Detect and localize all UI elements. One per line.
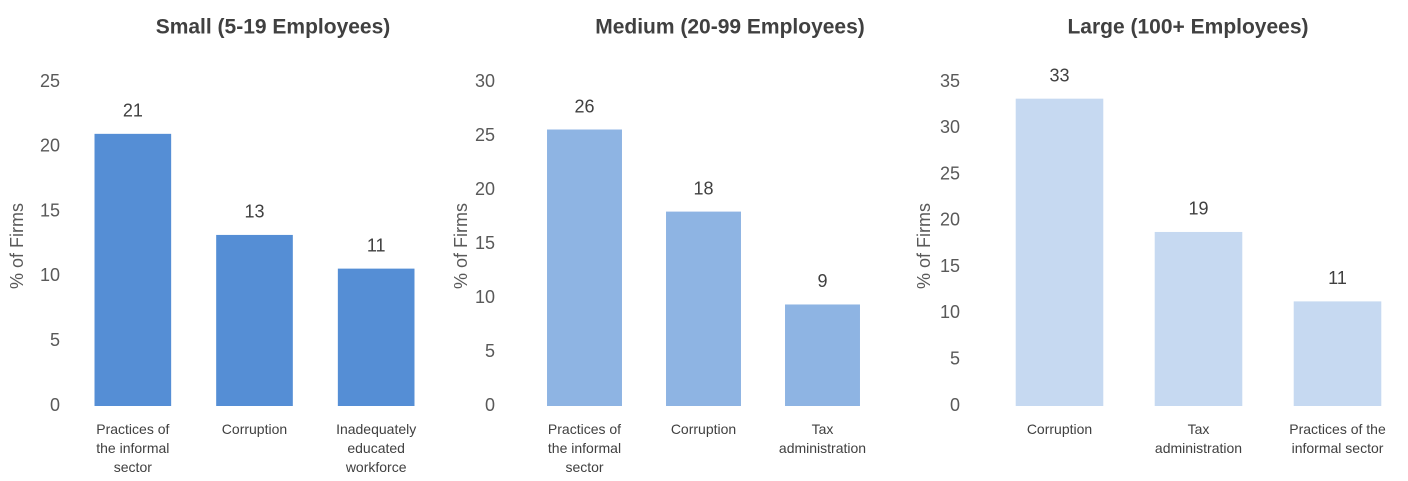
chart: Medium (20-99 Employees) % of Firms 0 5 10 15…	[451, 16, 867, 475]
y-tick-label: 25	[940, 163, 960, 183]
y-tick-label: 15	[940, 256, 960, 276]
x-tick-label: Practices of the informal sector	[96, 421, 170, 475]
y-tick-label: 0	[485, 395, 495, 415]
data-label: 33	[1049, 65, 1069, 85]
y-tick-label: 15	[475, 233, 495, 253]
bar	[94, 133, 172, 406]
data-label: 18	[693, 178, 713, 198]
x-tick-label: Corruption	[221, 421, 288, 437]
bar	[216, 234, 293, 406]
x-tick-label: Tax administration	[1154, 421, 1243, 456]
data-label: 19	[1188, 199, 1208, 219]
bar	[1154, 231, 1243, 406]
bar	[547, 129, 622, 406]
bar	[666, 211, 741, 406]
data-label: 9	[817, 271, 827, 291]
x-tick-label: Inadequately educated workforce	[336, 421, 417, 475]
y-axis-label: % of Firms	[451, 203, 471, 289]
y-tick-label: 25	[475, 125, 495, 145]
chart: Large (100+ Employees) % of Firms 0 5 10 15 20…	[914, 16, 1386, 456]
y-tick-label: 0	[950, 395, 960, 415]
x-tick-label: Practices of the informal sector	[1289, 421, 1386, 456]
data-label: 21	[123, 101, 143, 121]
data-label: 11	[367, 235, 386, 255]
y-tick-label: 35	[940, 71, 960, 91]
y-tick-label: 15	[40, 200, 60, 220]
y-tick-label: 5	[950, 348, 960, 368]
bar	[1015, 98, 1104, 407]
chart-title: Small (5-19 Employees)	[156, 16, 391, 39]
chart-title: Large (100+ Employees)	[1067, 16, 1308, 39]
y-tick-label: 5	[485, 341, 495, 361]
x-tick-label-box: Corruption	[1026, 421, 1093, 437]
y-tick-label: 20	[940, 210, 960, 230]
data-label: 11	[1328, 268, 1347, 288]
x-tick-label: Corruption	[1026, 421, 1093, 437]
y-tick-label: 10	[940, 302, 960, 322]
bar	[337, 268, 415, 406]
y-tick-label: 5	[50, 330, 60, 350]
x-tick-label-box: Inadequately educated workforce	[336, 421, 417, 475]
chart: Small (5-19 Employees) % of Firms 0 5 10 15 20…	[7, 16, 417, 475]
y-axis-label: % of Firms	[914, 203, 934, 289]
y-tick-label: 0	[50, 395, 60, 415]
y-tick-label: 20	[475, 179, 495, 199]
bar	[785, 304, 860, 406]
x-tick-label-box: Practices of the informal sector	[1289, 421, 1386, 456]
data-label: 26	[574, 96, 594, 116]
y-tick-label: 30	[475, 71, 495, 91]
y-tick-label: 25	[40, 71, 60, 91]
y-tick-label: 10	[475, 287, 495, 307]
bar	[1293, 301, 1382, 406]
x-tick-label-box: Tax administration	[1154, 421, 1243, 456]
x-tick-label-box: Corruption	[670, 421, 737, 437]
chart-title: Medium (20-99 Employees)	[595, 16, 865, 39]
x-tick-label-box: Practices of the informal sector	[547, 421, 622, 475]
y-tick-label: 10	[40, 265, 60, 285]
x-tick-label-box: Corruption	[221, 421, 288, 437]
x-tick-label: Tax administration	[778, 421, 867, 456]
y-tick-label: 30	[940, 117, 960, 137]
y-tick-label: 20	[40, 136, 60, 156]
x-tick-label: Corruption	[670, 421, 737, 437]
x-tick-label-box: Practices of the informal sector	[96, 421, 170, 475]
x-tick-label-box: Tax administration	[778, 421, 867, 456]
x-tick-label: Practices of the informal sector	[547, 421, 622, 475]
y-axis-label: % of Firms	[7, 203, 27, 289]
data-label: 13	[244, 202, 264, 222]
